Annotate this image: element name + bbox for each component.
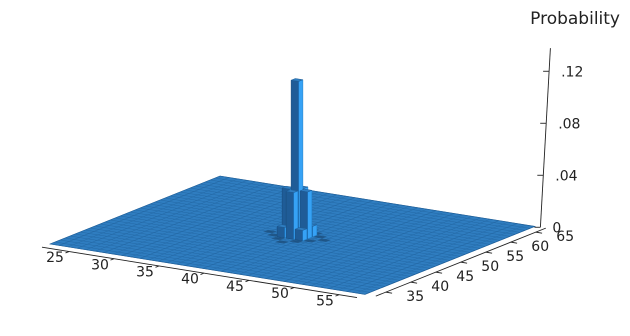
shoulder-bar	[299, 188, 313, 240]
x-tick-mark	[200, 272, 205, 275]
x-tick-label: 45	[226, 279, 244, 295]
x-tick-mark	[65, 251, 70, 254]
z-tick-label: .08	[558, 116, 580, 132]
x-tick-label: 55	[316, 293, 334, 309]
z-axis-label: Probability	[530, 9, 620, 29]
y-tick-label: 35	[406, 289, 424, 305]
y-tick-mark	[460, 261, 468, 264]
x-axis-line	[41, 246, 358, 299]
x-tick-label: 50	[271, 286, 289, 302]
z-tick-label: .12	[561, 64, 583, 80]
x-tick-mark	[290, 287, 295, 290]
y-tick-mark	[510, 241, 518, 244]
y-tick-mark	[385, 291, 393, 294]
y-tick-mark	[485, 251, 493, 254]
x-tick-label: 25	[46, 250, 64, 266]
x-tick-mark	[110, 258, 115, 261]
x-tick-label: 40	[181, 272, 199, 288]
z-tick-label: 0	[552, 220, 561, 236]
y-tick-mark	[435, 271, 443, 274]
x-tick-mark	[245, 279, 250, 283]
probability-bars	[276, 78, 318, 242]
x-tick-mark	[155, 265, 160, 268]
y-tick-label: 45	[456, 269, 474, 285]
y-tick-mark	[535, 231, 543, 234]
axes: 25 30 35 40 45 50 55 35 40 45 50 55 60 650 .04 .08 .12	[41, 48, 583, 309]
y-tick-label: 50	[481, 259, 499, 275]
z-tick-label: .04	[555, 168, 577, 184]
z-axis-line	[539, 48, 551, 228]
y-tick-label: 60	[531, 239, 549, 255]
y-tick-label: 40	[431, 279, 449, 295]
x-tick-label: 30	[91, 257, 109, 273]
x-tick-mark	[335, 294, 340, 297]
y-tick-label: 65	[556, 229, 574, 245]
y-tick-label: 55	[506, 249, 524, 265]
shoulder-bar	[294, 227, 308, 242]
y-tick-mark	[410, 281, 418, 284]
x-tick-label: 35	[136, 265, 154, 281]
